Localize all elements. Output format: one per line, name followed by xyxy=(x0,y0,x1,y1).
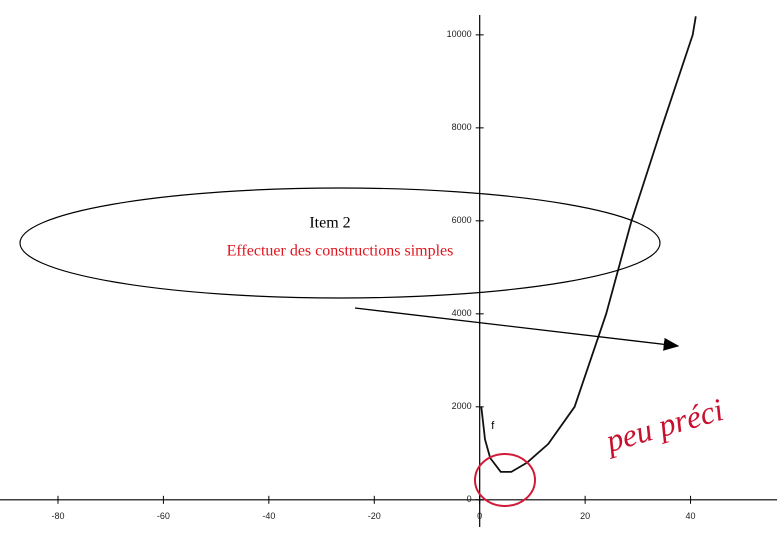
y-tick-label: 0 xyxy=(467,494,472,504)
y-tick-label: 2000 xyxy=(452,401,472,411)
x-tick-label: -80 xyxy=(51,511,64,521)
y-tick-label: 8000 xyxy=(452,122,472,132)
x-tick-label: 40 xyxy=(686,511,696,521)
y-tick-label: 6000 xyxy=(452,215,472,225)
series-label: f xyxy=(491,420,495,432)
x-tick-label: -60 xyxy=(157,511,170,521)
x-tick-label: -20 xyxy=(368,511,381,521)
x-tick-label: 0 xyxy=(477,511,482,521)
curve xyxy=(480,16,697,473)
callout-ellipse xyxy=(19,187,661,299)
y-tick-label: 10000 xyxy=(447,29,472,39)
red-circle xyxy=(474,453,536,507)
item-label: Item 2 xyxy=(309,215,350,232)
item-description: Effectuer des constructions simples xyxy=(227,243,454,260)
handwritten-note: peu préci xyxy=(600,391,727,459)
x-tick-label: -40 xyxy=(262,511,275,521)
y-tick-label: 4000 xyxy=(452,308,472,318)
arrow xyxy=(354,307,680,351)
x-tick-label: 20 xyxy=(580,511,590,521)
plot: -80 -60 -40 -20 0 20 40 0 2000 4000 6000 8000 10000 f xyxy=(0,15,777,527)
